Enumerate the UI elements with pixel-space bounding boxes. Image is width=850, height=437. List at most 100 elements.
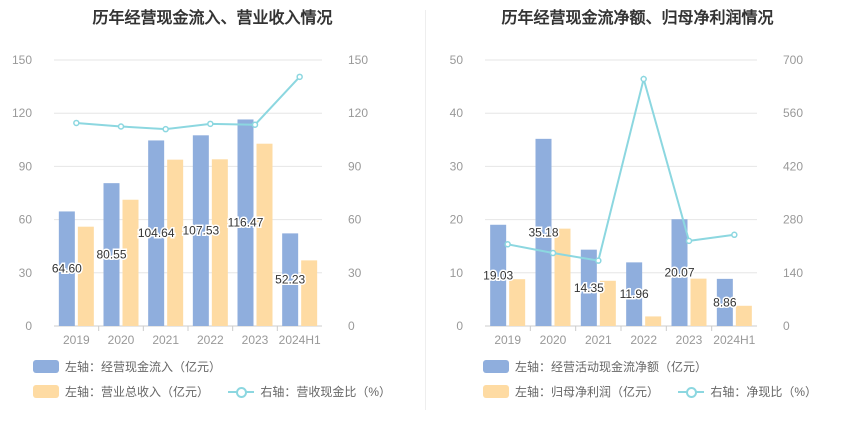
legend-item[interactable]: 右轴：营收现金比（%） <box>228 383 391 400</box>
left-axis-tick-label: 30 <box>450 159 464 173</box>
right-axis-tick-label: 150 <box>348 53 368 67</box>
data-label: 19.03 <box>483 268 513 282</box>
bar-series1 <box>716 278 733 326</box>
bar-series2 <box>690 278 707 326</box>
bar-series1 <box>490 224 507 326</box>
bar-series1 <box>282 233 299 326</box>
right-axis-tick-label: 0 <box>348 319 355 333</box>
line-point <box>549 249 557 257</box>
x-axis-tick-label: 2020 <box>108 333 135 347</box>
data-label: 20.07 <box>664 266 694 280</box>
bar-series2 <box>167 159 184 326</box>
left-legend-row1: 左轴：经营现金流入（亿元） <box>33 358 237 376</box>
right-axis-tick-label: 90 <box>348 159 362 173</box>
line-point <box>251 121 259 128</box>
left-legend-row2: 左轴：营业总收入（亿元） 右轴：营收现金比（%） <box>33 383 407 401</box>
bar-series2 <box>554 228 571 326</box>
bar-series2 <box>122 199 139 326</box>
legend-label: 左轴：营业总收入（亿元） <box>65 385 210 399</box>
left-axis-tick-label: 60 <box>19 213 33 227</box>
x-axis-tick-label: 2021 <box>152 333 179 347</box>
right-axis-tick-label: 560 <box>783 106 803 120</box>
bar-series2 <box>301 260 318 326</box>
right-axis-tick-label: 280 <box>783 213 803 227</box>
legend-label: 左轴：经营活动现金流净额（亿元） <box>515 360 708 374</box>
bar-series1 <box>148 140 165 326</box>
x-axis-tick-label: 2023 <box>676 333 703 347</box>
legend-item[interactable]: 右轴：净现比（%） <box>678 383 817 400</box>
bar-series2 <box>211 159 228 326</box>
line-point <box>207 120 214 128</box>
line-point <box>73 119 80 127</box>
legend-label: 右轴：净现比（%） <box>710 385 818 399</box>
bar-series2 <box>735 305 752 326</box>
data-label: 116.47 <box>228 216 264 230</box>
line-series <box>76 76 301 131</box>
left-chart-plot: 0 30 60 90 120 150 0 30 60 90 120 150 2019 2020 2021 20… <box>12 53 368 347</box>
right-axis-tick-label: 60 <box>348 213 362 227</box>
left-axis-tick-label: 10 <box>450 266 464 280</box>
legend-swatch-blue <box>33 360 59 373</box>
legend-label: 左轴：经营现金流入（亿元） <box>65 360 222 374</box>
right-chart-title: 历年经营现金流净额、归母净利润情况 <box>501 10 774 27</box>
left-axis-tick-label: 120 <box>12 106 32 120</box>
bar-series1 <box>671 219 688 326</box>
legend-item[interactable]: 左轴：营业总收入（亿元） <box>33 383 209 400</box>
right-legend-row2: 左轴：归母净利润（亿元） 右轴：净现比（%） <box>483 383 833 401</box>
data-label: 35.18 <box>528 225 558 239</box>
line-point <box>162 125 169 133</box>
bar-series1 <box>192 135 209 326</box>
right-axis-tick-label: 30 <box>348 266 362 280</box>
x-axis-tick-label: 2023 <box>242 333 269 347</box>
x-axis-tick-label: 2024H1 <box>713 333 755 347</box>
right-axis-tick-label: 0 <box>783 319 790 333</box>
bar-series2 <box>509 279 526 326</box>
bar-series1 <box>103 183 120 326</box>
left-axis-tick-label: 150 <box>12 53 32 67</box>
line-point <box>595 257 602 264</box>
x-axis-tick-label: 2020 <box>540 333 567 347</box>
legend-item[interactable]: 左轴：经营现金流入（亿元） <box>33 358 221 375</box>
left-chart-title: 历年经营现金流入、营业收入情况 <box>92 10 333 27</box>
right-axis-tick-label: 140 <box>783 266 803 280</box>
data-label: 104.64 <box>138 226 175 240</box>
data-label: 14.35 <box>574 281 604 295</box>
legend-swatch-line <box>228 385 255 398</box>
left-chart-panel: 历年经营现金流入、营业收入情况 0 30 60 90 120 150 0 30 60 90 120 1… <box>12 10 407 401</box>
right-axis-tick-label: 700 <box>783 53 803 67</box>
right-axis-tick-label: 420 <box>783 159 803 173</box>
x-axis-tick-label: 2019 <box>494 333 521 347</box>
x-axis-tick-label: 2019 <box>63 333 90 347</box>
line-point <box>731 231 738 239</box>
left-axis-tick-label: 90 <box>19 159 33 173</box>
right-chart-panel: 历年经营现金流净额、归母净利润情况 0 10 20 30 40 50 0 140 280 420 5… <box>425 0 850 437</box>
bar-series1 <box>535 138 552 326</box>
legend-label: 左轴：归母净利润（亿元） <box>515 385 660 399</box>
bar-series2 <box>645 316 662 326</box>
data-label: 80.55 <box>96 248 126 262</box>
line-point <box>640 75 647 83</box>
right-legend-row1: 左轴：经营活动现金流净额（亿元） <box>483 358 723 376</box>
x-axis-tick-label: 2024H1 <box>279 333 321 347</box>
legend-swatch-line <box>678 385 705 398</box>
legend-swatch-blue <box>483 360 509 373</box>
line-series <box>507 75 735 262</box>
left-axis-tick-label: 50 <box>450 53 464 67</box>
line-point <box>296 73 303 81</box>
legend-swatch-orange <box>33 385 59 398</box>
bar-series1 <box>580 249 597 326</box>
bar-series2 <box>77 226 94 326</box>
data-label: 8.86 <box>713 295 737 309</box>
left-axis-tick-label: 0 <box>456 319 463 333</box>
left-axis-tick-label: 40 <box>450 106 464 120</box>
bar-series1 <box>626 262 643 326</box>
legend-label: 右轴：营收现金比（%） <box>260 385 392 399</box>
data-label: 11.96 <box>620 287 649 301</box>
right-axis-tick-label: 120 <box>348 106 368 120</box>
panel-divider <box>425 10 426 410</box>
bar-series2 <box>599 280 616 326</box>
legend-item[interactable]: 左轴：归母净利润（亿元） <box>483 383 659 400</box>
right-chart-plot: 0 10 20 30 40 50 0 140 280 420 560 700 2019 2020 2021 2… <box>450 53 804 347</box>
legend-item[interactable]: 左轴：经营活动现金流净额（亿元） <box>483 358 707 375</box>
bar-series1 <box>58 211 75 326</box>
